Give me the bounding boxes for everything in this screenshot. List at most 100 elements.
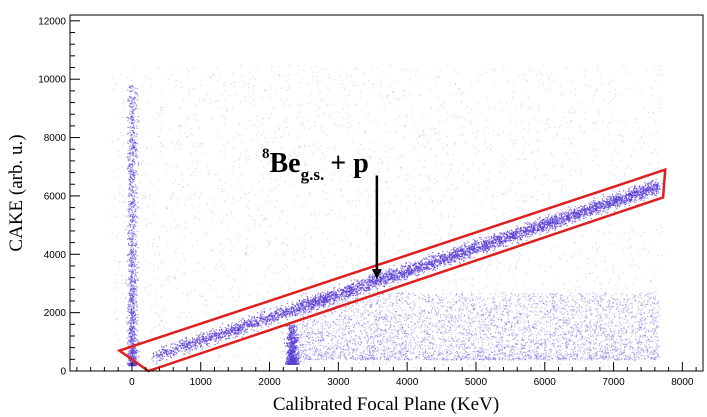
- diffuse-point: [446, 345, 448, 347]
- background-point: [330, 336, 332, 338]
- diffuse-point: [557, 322, 559, 324]
- diffuse-point: [657, 301, 659, 303]
- background-point: [568, 317, 570, 319]
- background-point: [608, 314, 610, 316]
- background-point: [217, 353, 219, 355]
- diffuse-point: [634, 300, 636, 302]
- diffuse-point: [593, 340, 595, 342]
- background-point: [189, 93, 191, 95]
- background-point: [201, 143, 203, 145]
- diffuse-point: [638, 321, 640, 323]
- diffuse-point: [570, 354, 572, 356]
- background-point: [165, 323, 167, 325]
- diffuse-point: [345, 357, 347, 359]
- diffuse-point: [307, 357, 309, 359]
- background-point: [419, 218, 421, 220]
- diffuse-point: [461, 344, 463, 346]
- diffuse-point: [458, 299, 460, 301]
- diffuse-point: [613, 305, 615, 307]
- background-point: [510, 265, 512, 267]
- diffuse-point: [362, 358, 364, 360]
- diffuse-point: [434, 309, 436, 311]
- background-point: [190, 133, 192, 135]
- diffuse-point: [468, 339, 470, 342]
- background-point: [652, 245, 654, 247]
- background-point: [457, 171, 459, 173]
- background-point: [287, 86, 289, 88]
- diffuse-point: [460, 358, 463, 361]
- background-point: [515, 108, 517, 111]
- background-point: [255, 363, 257, 365]
- diffuse-point: [574, 324, 576, 326]
- background-point: [325, 134, 327, 136]
- diffuse-point: [605, 293, 607, 295]
- diffuse-point: [584, 297, 586, 299]
- background-point: [283, 120, 285, 122]
- diffuse-point: [643, 312, 645, 314]
- background-point: [542, 204, 544, 206]
- background-point: [345, 123, 347, 125]
- background-point: [644, 316, 646, 318]
- diffuse-point: [625, 322, 627, 324]
- background-point: [343, 95, 345, 97]
- diffuse-point: [572, 309, 574, 311]
- diffuse-point: [457, 357, 459, 359]
- diffuse-point: [498, 356, 500, 358]
- diffuse-point: [411, 308, 413, 311]
- diffuse-point: [300, 349, 302, 351]
- diffuse-point: [536, 303, 538, 305]
- diffuse-point: [586, 349, 588, 351]
- diffuse-point: [580, 324, 583, 326]
- background-point: [422, 311, 424, 313]
- background-point: [267, 266, 269, 268]
- background-point: [403, 90, 405, 92]
- background-point: [470, 108, 472, 111]
- background-point: [448, 338, 450, 340]
- diffuse-point: [504, 305, 506, 307]
- background-point: [481, 220, 483, 223]
- diffuse-point: [392, 332, 394, 334]
- diffuse-point: [438, 328, 440, 330]
- background-point: [589, 299, 591, 301]
- background-point: [573, 343, 576, 345]
- diffuse-point: [629, 354, 632, 356]
- background-point: [354, 214, 356, 217]
- background-point: [258, 181, 260, 183]
- background-point: [222, 295, 224, 297]
- background-point: [247, 215, 249, 217]
- diffuse-point: [482, 359, 484, 361]
- background-point: [427, 175, 429, 177]
- background-point: [538, 120, 540, 122]
- diffuse-point: [608, 304, 610, 306]
- background-point: [649, 135, 651, 137]
- diffuse-point: [361, 324, 364, 326]
- background-point: [271, 286, 273, 288]
- diffuse-point: [525, 327, 527, 329]
- diffuse-point: [651, 313, 653, 315]
- diffuse-point: [506, 300, 508, 302]
- background-point: [424, 367, 426, 369]
- background-point: [432, 171, 434, 173]
- diffuse-point: [376, 358, 378, 360]
- diffuse-point: [318, 353, 320, 355]
- background-point: [506, 321, 508, 323]
- diffuse-point: [405, 355, 407, 357]
- background-point: [608, 122, 610, 124]
- diffuse-point: [511, 345, 514, 347]
- diffuse-point: [513, 329, 515, 331]
- diffuse-point: [473, 321, 476, 323]
- background-point: [532, 343, 534, 345]
- diffuse-point: [587, 359, 589, 361]
- diffuse-point: [539, 330, 541, 332]
- diffuse-point: [345, 333, 347, 335]
- diffuse-point: [353, 325, 356, 327]
- diffuse-point: [612, 302, 614, 304]
- diffuse-point: [553, 305, 555, 307]
- background-point: [213, 340, 215, 342]
- background-point: [261, 194, 263, 196]
- diffuse-point: [393, 337, 396, 339]
- background-point: [363, 83, 365, 85]
- diffuse-point: [556, 292, 558, 294]
- diffuse-point: [489, 328, 491, 330]
- diffuse-point: [437, 303, 439, 305]
